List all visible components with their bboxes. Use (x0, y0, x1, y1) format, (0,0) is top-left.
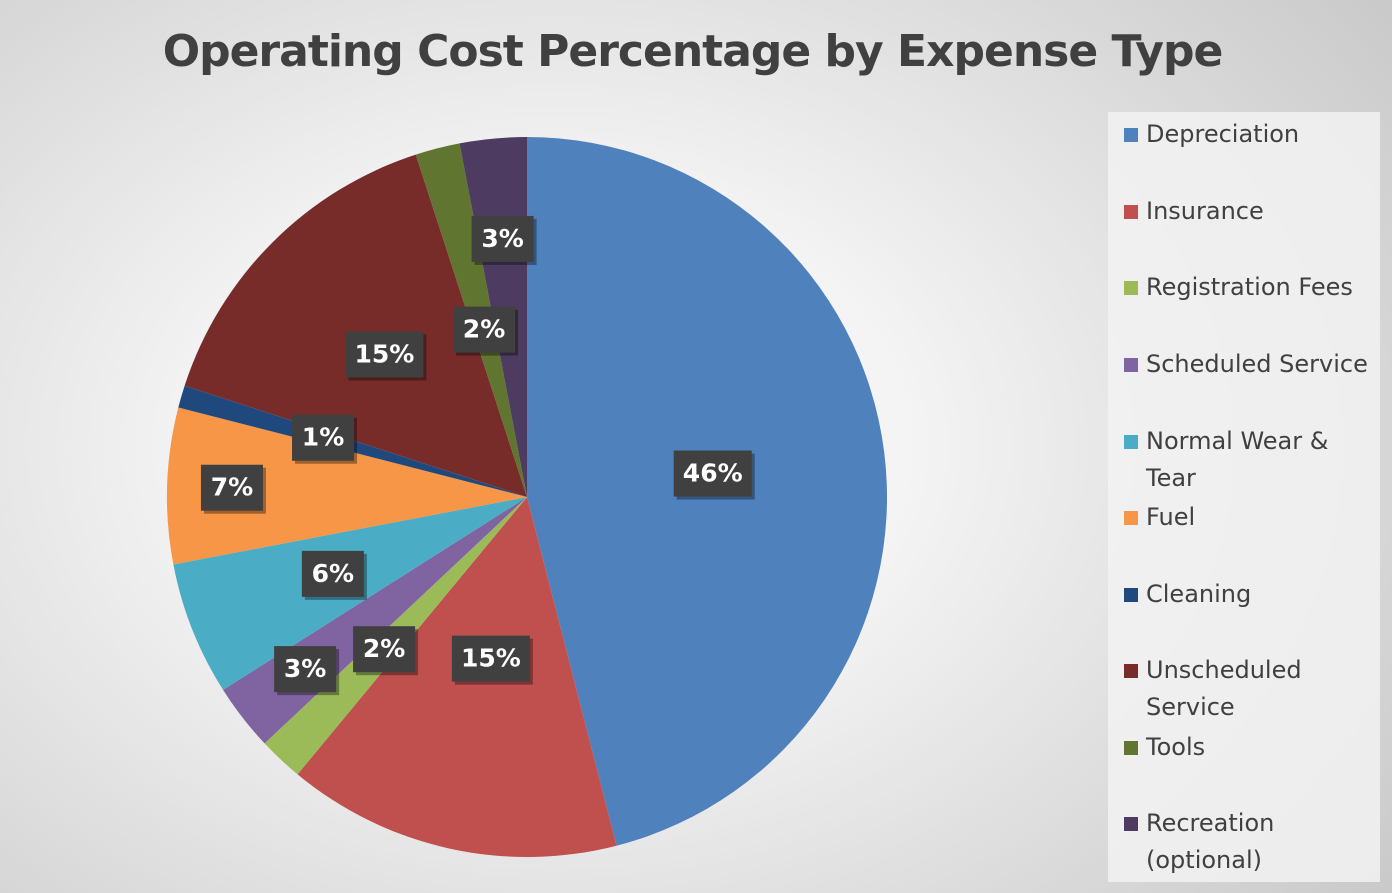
legend-swatch (1124, 817, 1138, 831)
legend-label: Registration Fees (1146, 273, 1353, 301)
data-label-text: 15% (355, 339, 415, 368)
legend-item-normal-wear-tear: Normal Wear & Tear (1124, 423, 1374, 497)
data-label-box (353, 626, 416, 673)
legend-swatch (1124, 435, 1138, 449)
data-label-text: 6% (312, 559, 354, 588)
legend-item-tools: Tools (1124, 729, 1374, 766)
data-label-normal-wear-tear: 6% (301, 550, 367, 600)
legend-item-cleaning: Cleaning (1124, 576, 1374, 613)
data-label-registration-fees: 2% (353, 626, 419, 676)
data-label-recreation-optional: 3% (471, 215, 537, 265)
data-label-text: 3% (284, 654, 326, 683)
data-label-text: 2% (463, 315, 505, 344)
data-label-box (471, 215, 534, 262)
data-label-text: 1% (302, 423, 344, 452)
legend-swatch (1124, 358, 1138, 372)
data-label-depreciation: 46% (673, 450, 755, 500)
data-label-box (274, 646, 337, 693)
pie-chart: 46% 15% 2% 3% 6% 7% 1% 15% 2% 3% (167, 137, 887, 857)
legend-item-depreciation: Depreciation (1124, 116, 1374, 153)
data-label-box (301, 550, 364, 597)
data-label-box (292, 414, 355, 461)
legend-item-fuel: Fuel (1124, 499, 1374, 536)
data-label-insurance: 15% (451, 635, 533, 685)
data-label-text: 2% (363, 634, 405, 663)
chart-title: Operating Cost Percentage by Expense Typ… (162, 26, 1224, 77)
legend-item-unscheduled-service: Unscheduled Service (1124, 652, 1374, 726)
legend-item-scheduled-service: Scheduled Service (1124, 346, 1374, 383)
legend-label: Cleaning (1146, 580, 1252, 608)
legend-item-insurance: Insurance (1124, 193, 1374, 230)
data-label-cleaning: 1% (292, 414, 358, 464)
legend-swatch (1124, 588, 1138, 602)
legend-item-registration-fees: Registration Fees (1124, 269, 1374, 306)
legend-label: Fuel (1146, 503, 1196, 531)
data-label-box (451, 635, 530, 682)
data-label-text: 7% (211, 473, 253, 502)
legend-swatch (1124, 205, 1138, 219)
legend-label: Insurance (1146, 197, 1264, 225)
data-label-text: 3% (481, 224, 523, 253)
data-label-fuel: 7% (200, 464, 266, 514)
legend-label: Scheduled Service (1146, 350, 1368, 378)
data-label-scheduled-service: 3% (274, 646, 340, 696)
data-label-text: 15% (461, 644, 521, 673)
data-label-text: 46% (683, 459, 743, 488)
legend-label: Recreation (optional) (1146, 809, 1275, 874)
data-label-box (345, 331, 424, 378)
data-label-unscheduled-service: 15% (345, 331, 427, 381)
data-labels: 46% 15% 2% 3% 6% 7% 1% 15% 2% 3% (200, 215, 755, 696)
pie-slice-fuel (167, 407, 527, 565)
legend-label: Normal Wear & Tear (1146, 427, 1329, 492)
legend: Depreciation Insurance Registration Fees Sc… (1108, 112, 1380, 882)
legend-label: Depreciation (1146, 120, 1300, 148)
pie-slice-unscheduled-service (184, 154, 527, 497)
legend-swatch (1124, 664, 1138, 678)
legend-swatch (1124, 511, 1138, 525)
legend-label: Unscheduled Service (1146, 656, 1302, 721)
data-label-box (453, 306, 516, 353)
legend-swatch (1124, 741, 1138, 755)
data-label-box (673, 450, 752, 497)
legend-swatch (1124, 281, 1138, 295)
legend-item-recreation-optional: Recreation (optional) (1124, 805, 1374, 879)
legend-swatch (1124, 128, 1138, 142)
legend-label: Tools (1146, 733, 1206, 761)
data-label-box (200, 464, 263, 511)
data-label-tools: 2% (453, 306, 519, 356)
